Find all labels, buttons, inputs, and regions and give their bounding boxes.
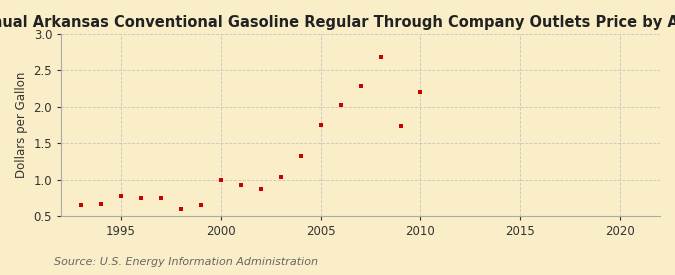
Point: [375, 55, 386, 59]
Point: [96, 201, 107, 206]
Point: [136, 196, 146, 200]
Point: [236, 183, 246, 188]
Y-axis label: Dollars per Gallon: Dollars per Gallon: [15, 72, 28, 178]
Point: [156, 196, 167, 200]
Point: [315, 123, 326, 127]
Point: [76, 203, 86, 208]
Point: [275, 174, 286, 179]
Point: [296, 153, 306, 158]
Point: [196, 203, 207, 207]
Point: [255, 187, 266, 191]
Point: [395, 123, 406, 128]
Title: Annual Arkansas Conventional Gasoline Regular Through Company Outlets Price by A: Annual Arkansas Conventional Gasoline Re…: [0, 15, 675, 30]
Point: [115, 193, 126, 198]
Point: [215, 178, 226, 183]
Point: [355, 83, 366, 88]
Point: [176, 207, 186, 212]
Text: Source: U.S. Energy Information Administration: Source: U.S. Energy Information Administ…: [54, 257, 318, 267]
Point: [415, 90, 426, 94]
Point: [335, 103, 346, 108]
